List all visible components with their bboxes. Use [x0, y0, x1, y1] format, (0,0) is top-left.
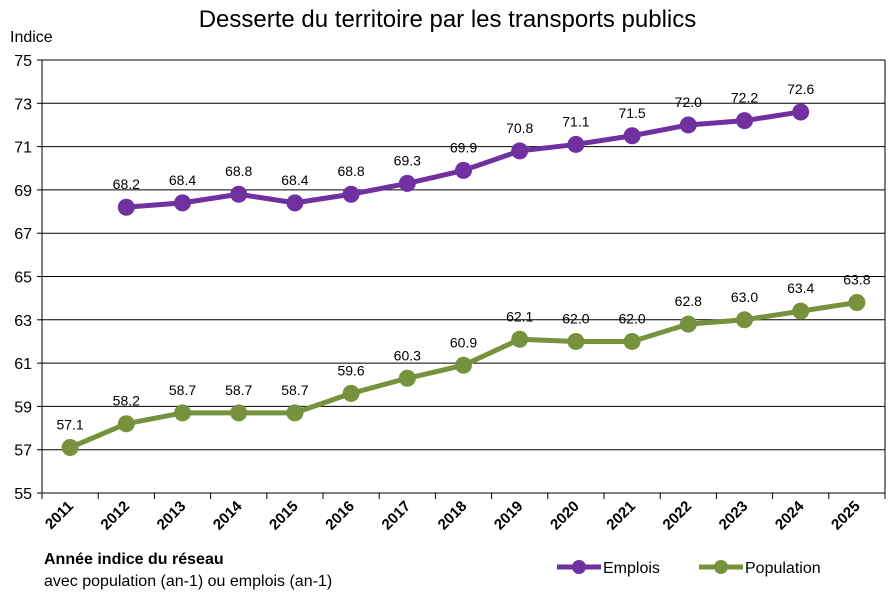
data-label-population: 58.2	[113, 393, 140, 409]
data-point-population	[848, 293, 866, 311]
data-point-population	[511, 330, 529, 348]
data-point-population	[61, 439, 79, 457]
data-label-population: 59.6	[337, 362, 364, 378]
y-axis-label: Indice	[10, 29, 53, 46]
data-point-emplois	[736, 112, 753, 130]
y-tick-label: 71	[14, 140, 32, 157]
x-axis-label: Année indice du réseau	[44, 551, 224, 568]
x-tick-label: 2016	[322, 498, 358, 534]
y-tick-label: 63	[14, 313, 32, 330]
data-point-population	[792, 302, 810, 320]
data-point-population	[736, 311, 753, 329]
data-label-population: 58.7	[225, 382, 252, 398]
data-point-emplois	[623, 127, 641, 145]
x-tick-label: 2019	[491, 498, 527, 534]
y-tick-label: 57	[14, 443, 32, 460]
data-label-population: 62.0	[618, 310, 645, 326]
data-point-emplois	[286, 194, 304, 212]
data-point-emplois	[567, 135, 585, 153]
data-point-population	[679, 315, 697, 333]
legend-label-emplois: Emplois	[603, 560, 660, 577]
data-point-emplois	[174, 194, 191, 212]
y-tick-label: 65	[14, 270, 32, 287]
data-label-population: 60.9	[450, 334, 477, 350]
x-tick-labels: 2011 2012 2013 2014 2015 2016 2017 2018 2019 2020…	[42, 497, 864, 533]
x-tick-label: 2017	[379, 498, 415, 534]
data-point-population	[398, 369, 416, 387]
data-label-emplois: 68.8	[225, 163, 252, 179]
data-point-emplois	[511, 142, 529, 160]
data-label-population: 63.0	[731, 289, 758, 305]
x-axis-sublabel: avec population (an-1) ou emplois (an-1)	[44, 573, 333, 590]
data-label-population: 63.8	[843, 271, 870, 287]
legend-marker-emplois	[572, 560, 586, 574]
x-tick-label: 2018	[435, 498, 471, 534]
data-point-emplois	[117, 198, 135, 216]
data-label-emplois: 71.1	[562, 113, 589, 129]
y-tick-label: 69	[14, 183, 32, 200]
data-point-population	[230, 404, 248, 422]
x-tick-label: 2023	[716, 498, 752, 534]
data-label-emplois: 72.0	[675, 94, 702, 110]
x-tick-label: 2021	[603, 498, 639, 534]
y-tick-label: 67	[14, 226, 32, 243]
data-point-population	[623, 332, 641, 350]
data-label-emplois: 68.8	[337, 163, 364, 179]
x-tick-label: 2022	[660, 498, 696, 534]
data-label-emplois: 69.9	[450, 139, 477, 155]
data-point-emplois	[679, 116, 697, 134]
data-label-population: 63.4	[787, 280, 814, 296]
x-tick-label: 2020	[547, 498, 583, 534]
axes	[37, 59, 886, 499]
data-label-population: 62.8	[675, 293, 702, 309]
x-tick-label: 2024	[772, 497, 808, 533]
legend-label-population: Population	[745, 560, 821, 577]
data-label-emplois: 70.8	[506, 120, 533, 136]
data-label-population: 62.0	[562, 310, 589, 326]
y-tick-label: 61	[14, 356, 32, 373]
data-point-population	[286, 404, 304, 422]
data-label-emplois: 68.4	[169, 172, 196, 188]
series-line-emplois	[126, 109, 802, 210]
x-tick-label: 2025	[828, 498, 864, 534]
gridlines	[42, 59, 885, 494]
data-label-population: 57.1	[56, 417, 83, 433]
x-tick-label: 2014	[210, 497, 246, 533]
data-label-emplois: 68.4	[281, 172, 308, 188]
data-point-emplois	[398, 174, 416, 192]
x-tick-label: 2015	[266, 498, 302, 534]
legend: Emplois Population	[557, 560, 821, 577]
data-point-emplois	[230, 185, 248, 203]
y-tick-label: 59	[14, 399, 32, 416]
data-label-population: 58.7	[281, 382, 308, 398]
data-point-population	[174, 404, 191, 422]
data-label-emplois: 69.3	[394, 152, 421, 168]
data-label-emplois: 71.5	[618, 105, 645, 121]
x-tick-label: 2011	[42, 498, 77, 533]
y-tick-label: 55	[14, 486, 32, 503]
y-tick-labels: 55 57 59 61 63 65 67 69 71 73 75	[14, 53, 32, 503]
y-tick-label: 75	[14, 53, 32, 70]
x-tick-label: 2013	[154, 498, 190, 534]
data-point-emplois	[792, 103, 810, 121]
data-label-population: 60.3	[394, 347, 421, 363]
data-point-emplois	[455, 161, 472, 179]
chart-title: Desserte du territoire par les transport…	[198, 6, 697, 33]
data-label-emplois: 72.6	[787, 81, 814, 97]
data-point-population	[117, 415, 135, 433]
series-layer: 68.2 68.4 68.8 68.4 68.8 69.3 69.9 70.8 71.1 71.5…	[56, 81, 871, 457]
data-label-emplois: 68.2	[113, 176, 140, 192]
data-label-emplois: 72.2	[731, 90, 758, 106]
data-label-population: 62.1	[506, 308, 533, 324]
data-label-population: 58.7	[169, 382, 196, 398]
data-point-emplois	[342, 185, 360, 203]
legend-marker-population	[714, 560, 728, 574]
x-tick-label: 2012	[98, 498, 134, 534]
y-tick-label: 73	[14, 96, 32, 113]
data-point-population	[567, 332, 585, 350]
data-point-population	[342, 384, 360, 402]
data-point-population	[455, 356, 472, 374]
